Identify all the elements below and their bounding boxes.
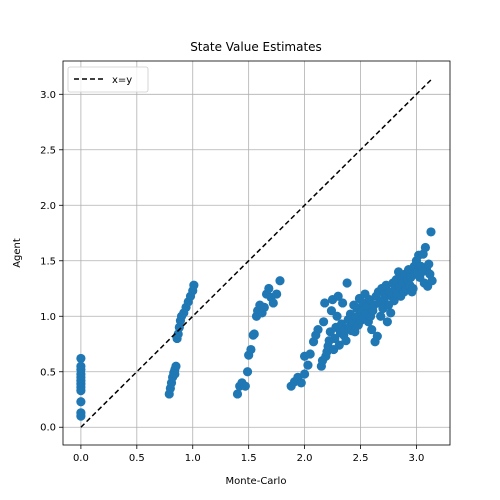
scatter-point bbox=[76, 397, 86, 407]
legend: x=y bbox=[67, 66, 149, 93]
scatter-point bbox=[334, 340, 344, 350]
scatter-point bbox=[326, 306, 337, 316]
scatter-point bbox=[338, 298, 348, 308]
scatter-point bbox=[426, 227, 436, 237]
x-tick-label: 1.0 bbox=[185, 453, 201, 464]
scatter-point bbox=[332, 311, 342, 321]
scatter-point bbox=[171, 361, 181, 371]
scatter-point bbox=[275, 276, 285, 286]
axis-ticks: 0.0 0.5 1.0 1.5 2.0 2.5 3.0 0.0 0.5 1.0 1.5 2.0 2.5 3… bbox=[40, 90, 424, 464]
scatter-point bbox=[170, 369, 180, 379]
scatter-point bbox=[264, 283, 274, 294]
scatter-point bbox=[382, 317, 392, 327]
scatter-point bbox=[424, 259, 434, 269]
scatter-point bbox=[189, 280, 199, 290]
scatter-point bbox=[367, 324, 377, 335]
scatter-point bbox=[232, 389, 243, 399]
y-tick-label: 2.5 bbox=[40, 145, 56, 156]
scatter-point bbox=[268, 298, 278, 308]
scatter-point bbox=[408, 283, 418, 294]
scatter-point bbox=[376, 311, 386, 321]
x-tick-label: 0.0 bbox=[73, 453, 89, 464]
x-tick-label: 2.5 bbox=[353, 453, 369, 464]
scatter-point bbox=[242, 367, 253, 377]
scatter-point bbox=[240, 381, 250, 391]
identity-line-layer bbox=[80, 78, 433, 428]
x-tick-label: 1.5 bbox=[241, 453, 257, 464]
scatter-point bbox=[246, 344, 256, 355]
scatter-point bbox=[342, 278, 352, 288]
scatter-point bbox=[303, 360, 313, 370]
scatter-point bbox=[341, 336, 351, 346]
scatter-point bbox=[259, 302, 269, 312]
scatter-point bbox=[320, 298, 330, 308]
scatter-point bbox=[299, 369, 310, 379]
scatter-point bbox=[76, 411, 86, 421]
identity-line bbox=[80, 78, 433, 428]
scatter-points bbox=[76, 227, 437, 421]
x-tick-label: 0.5 bbox=[129, 453, 145, 464]
y-axis-label: Agent bbox=[12, 238, 23, 268]
scatter-point bbox=[305, 349, 315, 359]
scatter-point bbox=[76, 386, 86, 396]
scatter-point bbox=[372, 331, 382, 341]
scatter-point bbox=[272, 289, 282, 299]
y-tick-label: 0.5 bbox=[40, 367, 56, 378]
y-tick-label: 1.0 bbox=[40, 312, 56, 323]
x-tick-label: 3.0 bbox=[408, 453, 424, 464]
scatter-point bbox=[319, 317, 329, 327]
scatter-point bbox=[296, 378, 306, 388]
x-tick-label: 2.0 bbox=[297, 453, 313, 464]
y-tick-label: 1.5 bbox=[40, 256, 56, 267]
legend-box bbox=[67, 66, 149, 93]
scatter-point bbox=[249, 329, 259, 339]
scatter-point bbox=[313, 324, 323, 335]
x-axis-label: Monte-Carlo bbox=[226, 476, 287, 487]
scatter-point bbox=[427, 276, 437, 286]
scatter-point bbox=[420, 242, 430, 253]
scatter-point bbox=[76, 353, 86, 364]
plot-frame bbox=[62, 60, 451, 446]
y-tick-label: 0.0 bbox=[40, 423, 56, 434]
scatter-point bbox=[386, 308, 396, 318]
y-tick-label: 2.0 bbox=[40, 201, 56, 212]
scatter-point bbox=[330, 333, 340, 344]
legend-label: x=y bbox=[112, 75, 132, 86]
chart-title: State Value Estimates bbox=[190, 40, 322, 54]
scatter-point bbox=[333, 291, 343, 301]
y-tick-label: 3.0 bbox=[40, 90, 56, 101]
